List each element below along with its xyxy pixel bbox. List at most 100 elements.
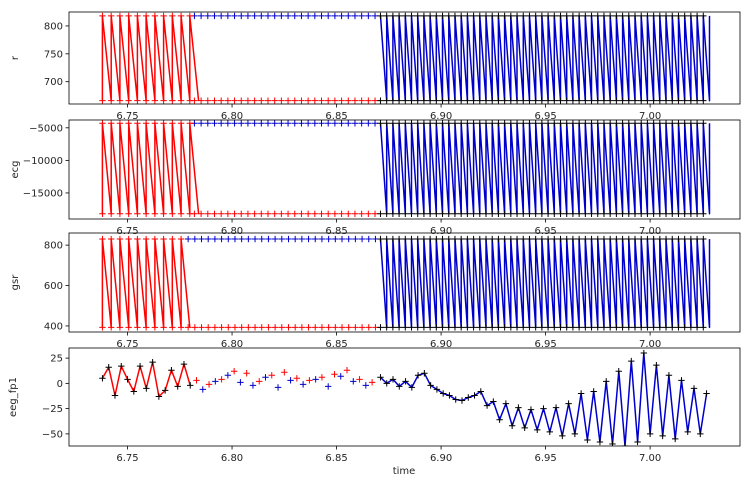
- red-marker: [177, 324, 185, 331]
- black-marker: [149, 358, 156, 366]
- red-marker: [291, 97, 298, 104]
- black-marker: [383, 97, 390, 104]
- red-marker: [204, 97, 211, 104]
- red-marker: [365, 324, 372, 331]
- black-marker: [588, 97, 595, 104]
- x-tick-label: 7.00: [639, 226, 661, 237]
- black-marker: [662, 12, 670, 20]
- black-marker: [669, 120, 676, 127]
- black-marker: [681, 120, 688, 127]
- blue-marker: [197, 12, 205, 20]
- black-marker: [538, 324, 546, 331]
- black-marker: [687, 97, 695, 104]
- black-marker: [445, 12, 452, 20]
- red-marker: [358, 210, 365, 217]
- black-marker: [544, 120, 552, 127]
- red-marker: [160, 235, 167, 243]
- red-marker: [142, 120, 150, 127]
- black-marker: [402, 120, 409, 127]
- black-marker: [520, 210, 527, 217]
- black-marker: [557, 324, 564, 331]
- black-marker: [588, 210, 595, 217]
- black-marker: [383, 12, 390, 20]
- blue-marker: [225, 235, 232, 243]
- y-tick-label: −50: [42, 429, 63, 440]
- black-marker: [111, 392, 119, 399]
- red-marker: [134, 235, 141, 243]
- black-marker: [681, 210, 688, 217]
- blue-marker: [238, 12, 245, 20]
- black-marker: [546, 428, 553, 436]
- black-marker: [402, 324, 409, 331]
- red-marker: [211, 97, 218, 104]
- black-marker: [625, 324, 632, 331]
- blue-marker: [318, 120, 325, 127]
- black-marker: [414, 12, 421, 20]
- red-marker: [325, 97, 332, 104]
- black-marker: [557, 97, 564, 104]
- black-marker: [606, 12, 614, 20]
- black-marker: [452, 396, 459, 403]
- black-marker: [465, 394, 472, 401]
- black-marker: [538, 235, 546, 243]
- black-marker: [628, 357, 635, 365]
- black-marker: [681, 235, 688, 243]
- black-marker: [476, 97, 483, 104]
- black-marker: [569, 97, 577, 104]
- black-marker: [426, 324, 434, 331]
- red-marker: [264, 97, 272, 104]
- red-marker: [160, 210, 167, 217]
- black-marker: [377, 374, 384, 381]
- red-marker: [125, 120, 132, 127]
- black-marker: [557, 120, 564, 127]
- black-marker: [588, 12, 595, 20]
- black-marker: [389, 324, 397, 331]
- black-marker: [464, 235, 471, 243]
- black-marker: [527, 406, 535, 413]
- black-marker: [395, 210, 403, 217]
- black-marker: [565, 400, 572, 407]
- black-marker: [656, 210, 664, 217]
- red-marker: [160, 120, 167, 127]
- red-marker: [107, 120, 115, 127]
- black-marker: [395, 12, 403, 20]
- black-marker: [669, 210, 676, 217]
- black-marker: [414, 210, 421, 217]
- black-marker: [594, 120, 601, 127]
- black-marker: [563, 120, 570, 127]
- black-marker: [588, 120, 595, 127]
- red-marker: [134, 12, 141, 20]
- red-marker: [278, 210, 285, 217]
- red-marker: [365, 97, 372, 104]
- black-marker: [613, 120, 620, 127]
- black-marker: [577, 390, 585, 397]
- red-marker: [160, 324, 167, 331]
- red-marker: [151, 97, 159, 104]
- red-marker: [298, 324, 306, 331]
- blue-marker: [318, 12, 325, 20]
- red-marker: [116, 120, 124, 127]
- black-marker: [501, 235, 508, 243]
- red-marker: [351, 97, 359, 104]
- red-marker: [204, 210, 211, 217]
- red-marker: [107, 12, 115, 20]
- black-marker: [502, 400, 510, 407]
- blue-marker: [304, 120, 312, 127]
- black-marker: [105, 363, 112, 371]
- red-series-line: [101, 238, 191, 329]
- black-marker: [513, 324, 521, 331]
- black-marker: [650, 12, 657, 20]
- blue-marker: [244, 120, 252, 127]
- blue-marker: [211, 235, 219, 243]
- red-marker: [318, 374, 326, 381]
- black-marker: [526, 210, 533, 217]
- black-marker: [575, 120, 583, 127]
- blue-marker: [287, 377, 294, 384]
- black-marker: [669, 12, 676, 20]
- red-marker: [343, 367, 351, 374]
- black-marker: [532, 324, 539, 331]
- blue-marker: [224, 120, 232, 127]
- black-marker: [396, 383, 403, 390]
- red-marker: [245, 324, 252, 331]
- blue-marker: [251, 12, 258, 20]
